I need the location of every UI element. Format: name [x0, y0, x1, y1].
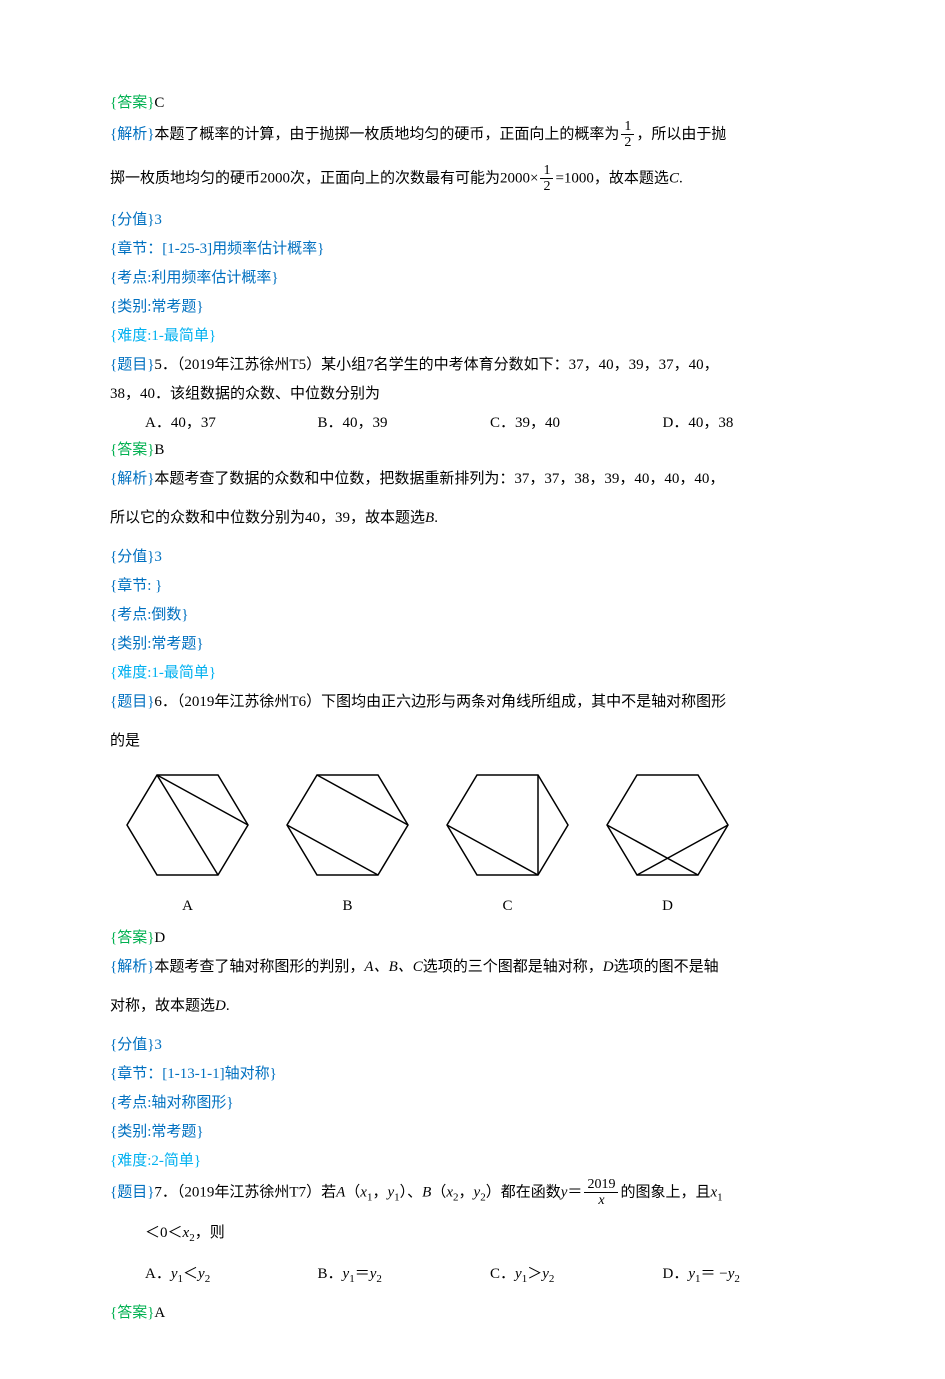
- answer-letter: B: [154, 442, 164, 458]
- answer-label: {答案}: [110, 930, 154, 946]
- analysis-label: {解析}: [110, 471, 154, 487]
- q6-analysis-line1: {解析}本题考查了轴对称图形的判别，A、B、C选项的三个图都是轴对称，D选项的图…: [110, 954, 835, 981]
- answer-letter: D: [154, 930, 165, 946]
- point: {考点:倒数}: [110, 602, 835, 629]
- score: {分值}3: [110, 1032, 835, 1059]
- difficulty: {难度:1-最简单}: [110, 323, 835, 350]
- text: 本题考查了数据的众数和中位数，把数据重新排列为：37，37，38，39，40，4…: [154, 471, 724, 487]
- score: {分值}3: [110, 544, 835, 571]
- option-a: A．40，37: [145, 410, 318, 437]
- text: 本题了概率的计算，由于抛掷一枚质地均匀的硬币，正面向上的概率为: [154, 126, 619, 142]
- answer-label: {答案}: [110, 1305, 154, 1321]
- ref: D: [603, 959, 614, 975]
- text: （2019年江苏徐州T6）下图均由正六边形与两条对角线所组成，其中不是轴对称图形: [177, 694, 726, 710]
- q5-answer: {答案}B: [110, 437, 835, 464]
- hex-label-c: C: [440, 893, 575, 920]
- q6-stem-line1: {题目}6．（2019年江苏徐州T6）下图均由正六边形与两条对角线所组成，其中不…: [110, 689, 835, 716]
- question-label: {题目}: [110, 1184, 154, 1200]
- fraction: 12: [538, 163, 555, 195]
- q5-analysis-line2: 所以它的众数和中位数分别为40，39，故本题选B.: [110, 505, 835, 532]
- q5-analysis-line1: {解析}本题考查了数据的众数和中位数，把数据重新排列为：37，37，38，39，…: [110, 466, 835, 493]
- hexagon-row: A B C D: [120, 765, 835, 920]
- category: {类别:常考题}: [110, 294, 835, 321]
- text: 掷一枚质地均匀的硬币2000次，正面向上的次数最有可能为2000×: [110, 170, 538, 186]
- text: 本题考查了轴对称图形的判别，: [154, 959, 364, 975]
- point: {考点:轴对称图形}: [110, 1090, 835, 1117]
- q6-answer: {答案}D: [110, 925, 835, 952]
- fraction: 2019x: [582, 1177, 620, 1209]
- point: {考点:利用频率估计概率}: [110, 265, 835, 292]
- hex-label-a: A: [120, 893, 255, 920]
- q4-answer: {答案}C: [110, 90, 835, 117]
- q4-analysis-line2: 掷一枚质地均匀的硬币2000次，正面向上的次数最有可能为2000×12=1000…: [110, 163, 835, 195]
- text: （2019年江苏徐州T5）某小组7名学生的中考体育分数如下：37，40，39，3…: [177, 357, 719, 373]
- option-b: B．40，39: [318, 410, 491, 437]
- ref: A、B、C: [364, 959, 422, 975]
- answer-label: {答案}: [110, 95, 154, 111]
- qnum: 5．: [154, 357, 177, 373]
- q7-stem-line2: ＜0＜x2，则: [145, 1220, 835, 1249]
- category: {类别:常考题}: [110, 631, 835, 658]
- qnum: 7．: [154, 1184, 177, 1200]
- text: 选项的图不是轴: [614, 959, 719, 975]
- q4-analysis-line1: {解析}本题了概率的计算，由于抛掷一枚质地均匀的硬币，正面向上的概率为12，所以…: [110, 119, 835, 151]
- question-label: {题目}: [110, 694, 154, 710]
- option-c: C．39，40: [490, 410, 663, 437]
- question-label: {题目}: [110, 357, 154, 373]
- hexagon-b: B: [280, 765, 415, 920]
- analysis-label: {解析}: [110, 959, 154, 975]
- option-d: D．y1＝ −y2: [663, 1261, 836, 1290]
- answer-ref: D: [215, 998, 226, 1014]
- answer-ref: B: [425, 510, 434, 526]
- analysis-label: {解析}: [110, 126, 154, 142]
- difficulty: {难度:2-简单}: [110, 1148, 835, 1175]
- option-d: D．40，38: [663, 410, 836, 437]
- hex-label-b: B: [280, 893, 415, 920]
- text: 选项的三个图都是轴对称，: [423, 959, 603, 975]
- section: {章节：[1-25-3]用频率估计概率}: [110, 236, 835, 263]
- q6-stem-line2: 的是: [110, 728, 835, 755]
- text: （2019年江苏徐州T7）若: [177, 1184, 336, 1200]
- option-b: B．y1＝y2: [318, 1261, 491, 1290]
- text: =1000，故本题选: [555, 170, 668, 186]
- difficulty: {难度:1-最简单}: [110, 660, 835, 687]
- hexagon-c: C: [440, 765, 575, 920]
- q5-stem-line2: 38，40．该组数据的众数、中位数分别为: [110, 381, 835, 408]
- q7-stem-line1: {题目}7．（2019年江苏徐州T7）若A（x1，y1）、B（x2，y2）都在函…: [110, 1177, 835, 1209]
- section: {章节：[1-13-1-1]轴对称}: [110, 1061, 835, 1088]
- q6-analysis-line2: 对称，故本题选D.: [110, 993, 835, 1020]
- q7-answer: {答案}A: [110, 1300, 835, 1327]
- score: {分值}3: [110, 207, 835, 234]
- q5-options: A．40，37 B．40，39 C．39，40 D．40，38: [145, 410, 835, 437]
- hexagon-d: D: [600, 765, 735, 920]
- text: 对称，故本题选: [110, 998, 215, 1014]
- hexagon-a: A: [120, 765, 255, 920]
- option-a: A．y1＜y2: [145, 1261, 318, 1290]
- fraction: 12: [619, 119, 636, 151]
- answer-ref: C: [669, 170, 679, 186]
- section: {章节: }: [110, 573, 835, 600]
- qnum: 6．: [154, 694, 177, 710]
- answer-letter: C: [154, 95, 164, 111]
- answer-label: {答案}: [110, 442, 154, 458]
- text: ，所以由于抛: [636, 126, 726, 142]
- text: 所以它的众数和中位数分别为40，39，故本题选: [110, 510, 425, 526]
- category: {类别:常考题}: [110, 1119, 835, 1146]
- answer-letter: A: [154, 1305, 165, 1321]
- q7-options: A．y1＜y2 B．y1＝y2 C．y1＞y2 D．y1＝ −y2: [145, 1261, 835, 1290]
- q5-stem-line1: {题目}5．（2019年江苏徐州T5）某小组7名学生的中考体育分数如下：37，4…: [110, 352, 835, 379]
- option-c: C．y1＞y2: [490, 1261, 663, 1290]
- hex-label-d: D: [600, 893, 735, 920]
